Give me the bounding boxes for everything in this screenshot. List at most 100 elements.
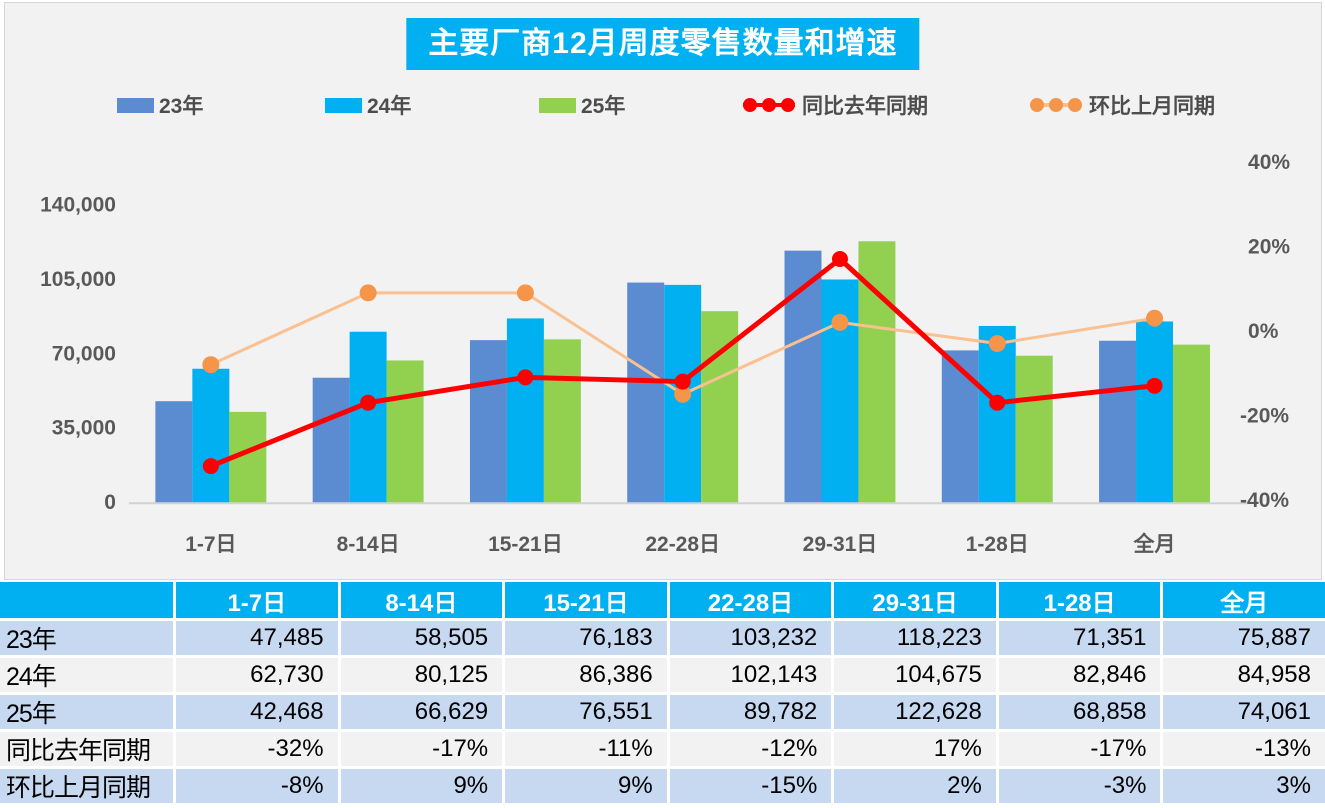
table-header-cell: 29-31日: [834, 582, 996, 618]
x-axis-category-label: 22-28日: [645, 533, 720, 556]
bar-24年: [821, 279, 859, 503]
table-cell: 76,551: [505, 695, 667, 729]
data-table: 1-7日 8-14日 15-21日 22-28日 29-31日 1-28日 全月 23年 47,…: [0, 582, 1325, 803]
table-cell: 66,629: [340, 695, 503, 729]
x-axis-category-label: 1-7日: [185, 533, 236, 556]
table-cell: 3%: [1163, 769, 1325, 803]
marker-环比上月同期: [1146, 309, 1164, 327]
legend-label: 25年: [581, 95, 626, 118]
table-cell: 82,846: [998, 658, 1161, 692]
table-cell: 75,887: [1163, 621, 1325, 655]
marker-同比去年同期: [202, 458, 219, 475]
left-axis-tick: 35,000: [52, 417, 116, 440]
table-cell: 9%: [505, 769, 667, 803]
table-cell: -11%: [505, 732, 667, 766]
table-header-cell: 1-28日: [998, 582, 1161, 618]
table-cell: 118,223: [834, 621, 996, 655]
legend-item-5: 环比上月同期: [1028, 89, 1215, 121]
table-row-label: 24年: [0, 658, 173, 692]
marker-环比上月同期: [359, 284, 377, 302]
bar-24年: [978, 325, 1016, 503]
right-axis-tick: -40%: [1240, 489, 1289, 512]
bar-25年: [1173, 344, 1210, 503]
table-header-cell: 8-14日: [340, 582, 503, 618]
table-header-cell: 1-7日: [176, 582, 338, 618]
right-axis-tick: 0%: [1248, 320, 1279, 343]
table-cell: 104,675: [834, 658, 996, 692]
table-cell: 42,468: [176, 695, 338, 729]
bar-23年: [155, 401, 193, 503]
chart-panel: 140,000 105,000 70,000 35,000 0 40% 20% 0% -20% -…: [4, 2, 1322, 580]
legend-item-2: 24年: [325, 89, 411, 121]
legend-bar-swatch-icon: [325, 97, 362, 113]
left-axis-tick: 105,000: [40, 268, 116, 291]
marker-同比去年同期: [360, 394, 377, 411]
table-cell: -8%: [176, 769, 338, 803]
chart-title: 主要厂商12月周度零售数量和增速: [406, 18, 920, 70]
x-axis-category-label: 29-31日: [803, 533, 878, 556]
marker-环比上月同期: [516, 284, 534, 302]
legend-label: 同比去年同期: [802, 95, 928, 118]
left-axis-tick: 0: [104, 491, 116, 514]
table-cell: 62,730: [176, 658, 338, 692]
x-axis-category-label: 15-21日: [488, 533, 563, 556]
table-cell: 89,782: [669, 695, 832, 729]
marker-环比上月同期: [202, 356, 220, 374]
table-cell: 74,061: [1163, 695, 1325, 729]
bar-23年: [627, 282, 665, 503]
table-row-label: 同比去年同期: [0, 732, 173, 766]
table-cell: 86,386: [505, 658, 667, 692]
table-row-label: 环比上月同期: [0, 769, 173, 803]
right-axis-tick: -20%: [1240, 404, 1289, 427]
legend-label: 24年: [367, 95, 412, 118]
bar-24年: [1136, 321, 1174, 503]
table-cell: 68,858: [998, 695, 1161, 729]
legend-item-3: 25年: [539, 89, 625, 121]
left-axis-tick: 140,000: [40, 193, 116, 216]
legend-item-4: 同比去年同期: [741, 89, 928, 121]
bar-25年: [1015, 355, 1053, 503]
bar-24年: [192, 368, 230, 503]
bar-24年: [349, 331, 387, 503]
table-cell: -3%: [998, 769, 1161, 803]
bar-25年: [386, 360, 424, 503]
marker-环比上月同期: [988, 335, 1006, 353]
table-cell: 47,485: [176, 621, 338, 655]
table-cell: 17%: [834, 732, 996, 766]
marker-环比上月同期: [831, 313, 849, 331]
x-axis-category-label: 8-14日: [337, 533, 400, 556]
table-cell: -12%: [669, 732, 832, 766]
x-axis-category-label: 1-28日: [966, 533, 1029, 556]
table-cell: 2%: [834, 769, 996, 803]
table-corner-cell: [0, 582, 173, 618]
marker-同比去年同期: [989, 394, 1006, 411]
marker-同比去年同期: [674, 373, 691, 390]
table-cell: -13%: [1163, 732, 1325, 766]
legend-label: 环比上月同期: [1089, 95, 1215, 118]
right-axis-tick: 20%: [1248, 235, 1290, 258]
table-cell: -15%: [669, 769, 832, 803]
bar-24年: [506, 318, 544, 503]
bar-23年: [312, 377, 350, 503]
table-cell: -17%: [340, 732, 503, 766]
legend-line-swatch-icon: [743, 98, 795, 112]
combo-chart: 140,000 105,000 70,000 35,000 0 40% 20% 0% -20% -…: [40, 151, 1290, 556]
marker-环比上月同期: [674, 385, 692, 403]
legend-label: 23年: [159, 95, 204, 118]
table-cell: 58,505: [340, 621, 503, 655]
x-axis-category-label: 全月: [1133, 532, 1176, 556]
table-cell: -17%: [998, 732, 1161, 766]
bar-25年: [543, 339, 581, 503]
legend-item-1: 23年: [117, 89, 203, 121]
table-cell: 76,183: [505, 621, 667, 655]
table-row-label: 25年: [0, 695, 173, 729]
bar-23年: [941, 350, 979, 503]
right-axis-tick: 40%: [1248, 151, 1290, 174]
table-row-label: 23年: [0, 621, 173, 655]
legend-line-swatch-icon: [1030, 98, 1082, 112]
table-cell: 80,125: [340, 658, 503, 692]
table-cell: 71,351: [998, 621, 1161, 655]
table-cell: -32%: [176, 732, 338, 766]
bar-23年: [469, 340, 507, 503]
